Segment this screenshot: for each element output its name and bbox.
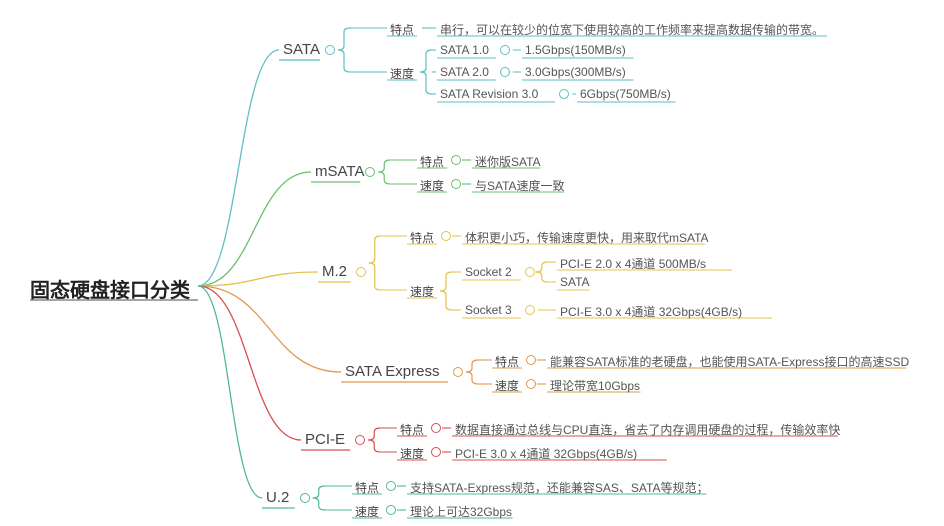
marker-pcie-1 — [431, 447, 441, 457]
leaf-sataexp-0-0: 能兼容SATA标准的老硬盘，也能使用SATA-Express接口的高速SSD — [550, 353, 909, 370]
branch-pcie: PCI-E — [305, 431, 345, 448]
sub-pcie-1: 速度 — [400, 445, 424, 462]
sub-msata-1: 速度 — [420, 177, 444, 194]
marker-sataexp-1 — [526, 379, 536, 389]
leaf-u2-0-0: 支持SATA-Express规范，还能兼容SAS、SATA等规范； — [410, 479, 708, 496]
leaf-u2-1-0: 理论上可达32Gbps — [410, 503, 512, 520]
sub-u2-1: 速度 — [355, 503, 379, 520]
leaf3-m2-1-0-0: PCI-E 2.0 x 4通道 500MB/s — [560, 255, 706, 272]
branch-m2: M.2 — [322, 263, 347, 280]
marker-msata-1 — [451, 179, 461, 189]
leaf-sata-1-2: SATA Revision 3.0 — [440, 87, 538, 101]
marker-u2-0 — [386, 481, 396, 491]
branch-msata: mSATA — [315, 163, 364, 180]
marker-sataexp-0 — [526, 355, 536, 365]
leaf-msata-1-0: 与SATA速度一致 — [475, 177, 565, 194]
sub-m2-0: 特点 — [410, 229, 434, 246]
leaf2-sata-1-0: 1.5Gbps(150MB/s) — [525, 43, 626, 57]
leaf-sataexp-1-0: 理论带宽10Gbps — [550, 377, 640, 394]
marker-m2-0 — [441, 231, 451, 241]
branch-u2: U.2 — [266, 489, 289, 506]
marker-u2 — [300, 493, 310, 503]
marker-msata-0 — [451, 155, 461, 165]
root-title: 固态硬盘接口分类 — [30, 274, 190, 303]
marker-m2-1-1 — [525, 305, 535, 315]
marker-m2-1-0 — [525, 267, 535, 277]
leaf2-sata-1-2: 6Gbps(750MB/s) — [580, 87, 671, 101]
marker-sataexp — [453, 367, 463, 377]
leaf-m2-1-1: Socket 3 — [465, 303, 512, 317]
sub-pcie-0: 特点 — [400, 421, 424, 438]
leaf-sata-0-0: 串行，可以在较少的位宽下使用较高的工作频率来提高数据传输的带宽。 — [440, 21, 824, 38]
marker-sata-1-1 — [500, 67, 510, 77]
branch-sataexp: SATA Express — [345, 363, 439, 380]
leaf-pcie-0-0: 数据直接通过总线与CPU直连，省去了内存调用硬盘的过程，传输效率快 — [455, 421, 840, 438]
leaf-sata-1-1: SATA 2.0 — [440, 65, 489, 79]
sub-sataexp-0: 特点 — [495, 353, 519, 370]
sub-sata-0: 特点 — [390, 21, 414, 38]
marker-sata-1-0 — [500, 45, 510, 55]
sub-m2-1: 速度 — [410, 283, 434, 300]
leaf2-sata-1-1: 3.0Gbps(300MB/s) — [525, 65, 626, 79]
branch-sata: SATA — [283, 41, 320, 58]
sub-sataexp-1: 速度 — [495, 377, 519, 394]
sub-u2-0: 特点 — [355, 479, 379, 496]
marker-sata — [325, 45, 335, 55]
leaf-msata-0-0: 迷你版SATA — [475, 153, 541, 170]
leaf-m2-1-0: Socket 2 — [465, 265, 512, 279]
marker-pcie-0 — [431, 423, 441, 433]
leaf-sata-1-0: SATA 1.0 — [440, 43, 489, 57]
leaf3-m2-1-0-1: SATA — [560, 275, 590, 289]
marker-u2-1 — [386, 505, 396, 515]
marker-m2 — [356, 267, 366, 277]
sub-sata-1: 速度 — [390, 65, 414, 82]
leaf2-m2-1-1: PCI-E 3.0 x 4通道 32Gbps(4GB/s) — [560, 303, 742, 320]
sub-msata-0: 特点 — [420, 153, 444, 170]
leaf-m2-0-0: 体积更小巧，传输速度更快，用来取代mSATA — [465, 229, 709, 246]
leaf-pcie-1-0: PCI-E 3.0 x 4通道 32Gbps(4GB/s) — [455, 445, 637, 462]
